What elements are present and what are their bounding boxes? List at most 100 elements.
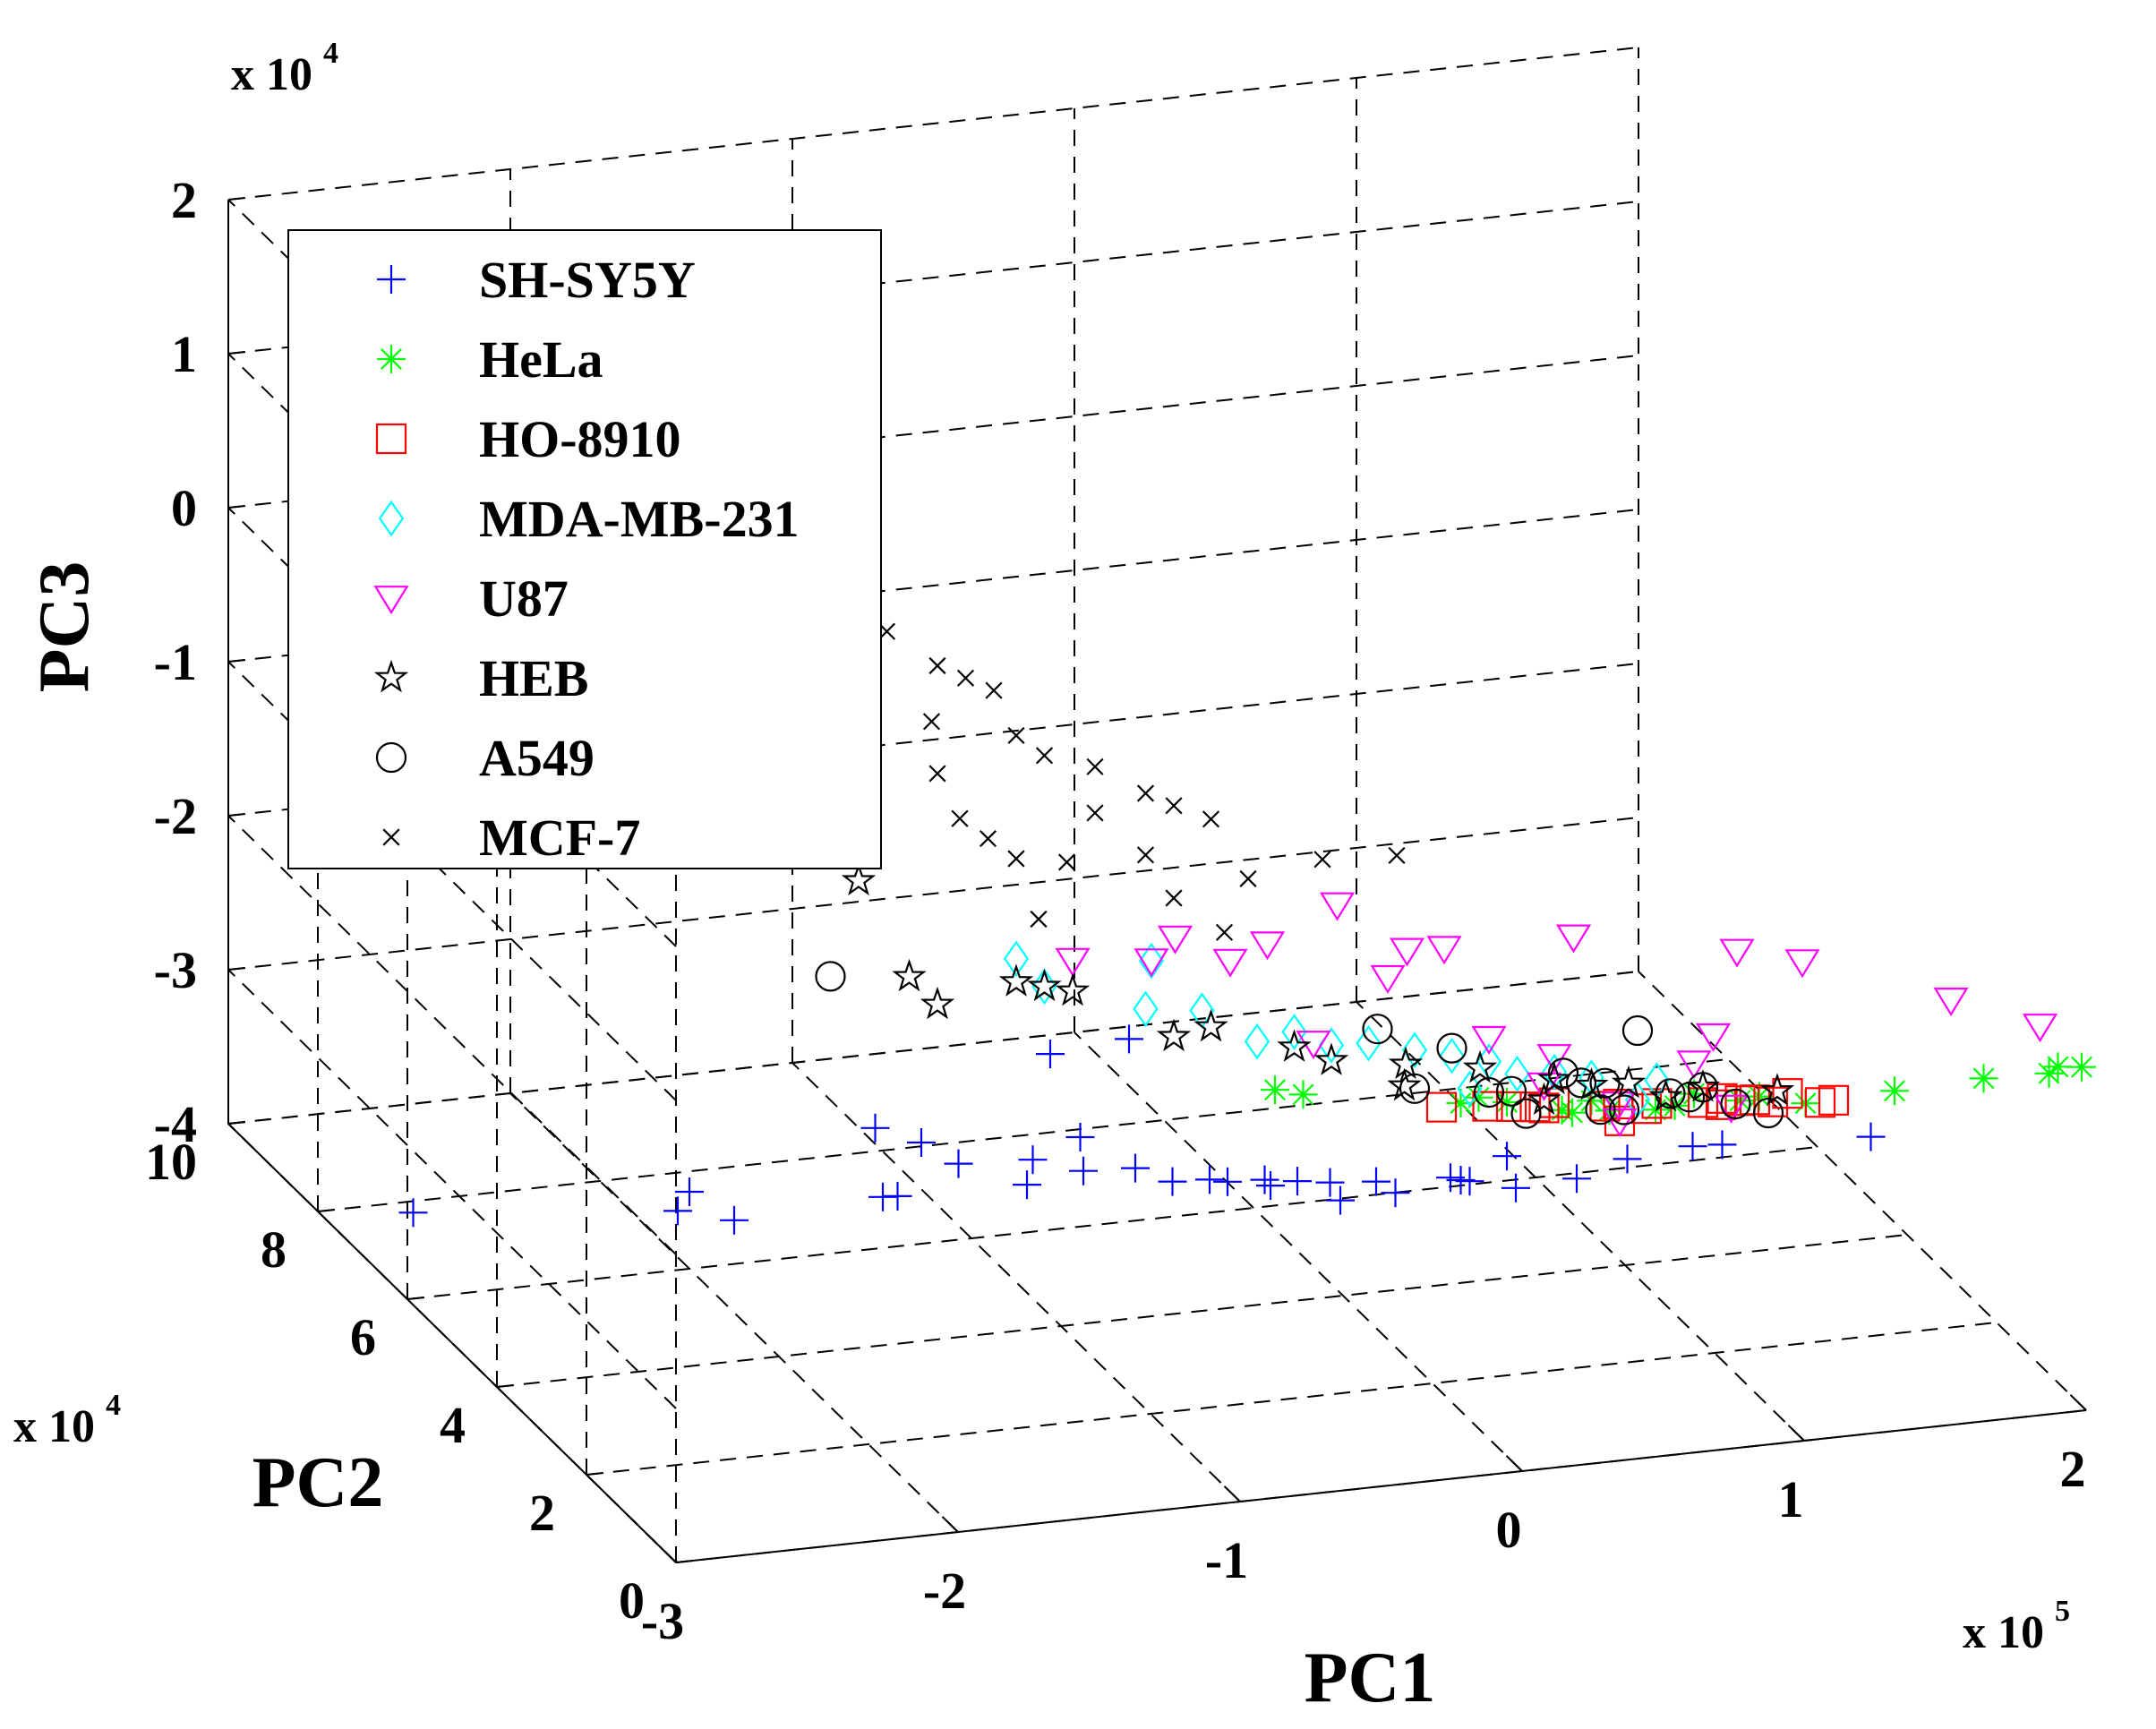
point-mda-mb-231	[1504, 1056, 1530, 1092]
y-tick-mark	[406, 1296, 425, 1300]
y-tick-mark	[586, 1471, 604, 1476]
point-sh-sy5y	[1121, 1153, 1150, 1183]
z-tick-label: -2	[154, 787, 197, 845]
point-hela	[1261, 1075, 1289, 1105]
point-u87	[1212, 948, 1248, 978]
point-heb	[1313, 1042, 1349, 1075]
point-heb	[1388, 1046, 1424, 1080]
point-heb	[1387, 1067, 1422, 1101]
point-sh-sy5y	[1436, 1163, 1465, 1193]
x-tick-label: 1	[1778, 1470, 1804, 1528]
point-a549	[1510, 1098, 1542, 1129]
point-sh-sy5y	[1455, 1167, 1484, 1196]
x-tick-label: -1	[1205, 1531, 1248, 1589]
point-u87	[1676, 1050, 1712, 1080]
point-hela	[2034, 1058, 2064, 1088]
point-sh-sy5y	[663, 1196, 692, 1226]
point-mda-mb-231	[1003, 940, 1030, 978]
point-heb	[1277, 1029, 1312, 1062]
point-sh-sy5y	[1381, 1178, 1410, 1208]
legend-marker-sh-sy5y	[377, 265, 406, 294]
point-mda-mb-231	[1138, 942, 1165, 980]
point-ho-8910	[1707, 1083, 1738, 1114]
point-a549	[1436, 1032, 1467, 1064]
x-scale-base: x 10	[1963, 1607, 2044, 1658]
point-a549	[1495, 1075, 1527, 1107]
point-sh-sy5y	[1326, 1185, 1355, 1215]
gridline-floor-y	[406, 1146, 1818, 1300]
x-tick-label: 2	[2060, 1440, 2086, 1498]
point-mcf-7	[1165, 797, 1183, 815]
point-sh-sy5y	[860, 1113, 890, 1143]
y-scale-label: x 10 4	[13, 1389, 121, 1452]
point-u87	[1602, 1108, 1638, 1137]
point-mcf-7	[1202, 810, 1220, 828]
point-sh-sy5y	[1613, 1144, 1642, 1174]
z-tick-label: 0	[171, 479, 197, 537]
point-u87	[1719, 938, 1755, 968]
point-sh-sy5y	[1315, 1168, 1345, 1197]
point-sh-sy5y	[398, 1198, 428, 1228]
point-mcf-7	[1035, 747, 1054, 765]
point-mcf-7	[985, 681, 1003, 699]
x-tick-label: -3	[641, 1592, 684, 1650]
point-hela	[1641, 1095, 1670, 1125]
point-hela	[2043, 1052, 2073, 1082]
point-sh-sy5y	[1856, 1122, 1886, 1151]
x-axis-title: PC1	[1305, 1639, 1436, 1717]
point-heb	[920, 986, 955, 1020]
point-sh-sy5y	[883, 1181, 912, 1211]
z-tick-label: -1	[154, 633, 197, 691]
point-heb	[1156, 1018, 1192, 1052]
y-tick-mark	[317, 1208, 336, 1212]
gridline-floor-y	[586, 1322, 1998, 1476]
y-tick-label: 8	[261, 1220, 287, 1279]
legend-marker-u87	[373, 586, 409, 615]
gridline-floor-x	[1638, 971, 2087, 1411]
point-a549	[1362, 1014, 1393, 1045]
point-heb	[1527, 1082, 1561, 1116]
gridline-floor-y	[496, 1234, 1908, 1388]
point-sh-sy5y	[1158, 1167, 1187, 1196]
point-mcf-7	[1007, 726, 1025, 744]
point-mcf-7	[951, 809, 969, 827]
gridline-floor-x	[1074, 1031, 1523, 1472]
y-axis-title: PC2	[252, 1443, 384, 1522]
y-scale-exponent: 4	[106, 1389, 121, 1422]
point-ho-8910	[1425, 1091, 1458, 1123]
gridline-yz-wall-horizontal	[227, 969, 677, 1409]
point-ho-8910	[1687, 1087, 1719, 1118]
data-points	[398, 439, 2096, 1235]
z-tick-mark	[227, 658, 246, 663]
point-mcf-7	[922, 713, 941, 731]
point-mcf-7	[979, 830, 997, 848]
point-a549	[1585, 1094, 1616, 1126]
z-tick-label: 2	[171, 171, 197, 229]
point-sh-sy5y	[1213, 1167, 1242, 1196]
point-mda-mb-231	[1541, 1053, 1568, 1091]
point-mcf-7	[1313, 851, 1331, 869]
gridline-yz-wall-horizontal	[227, 815, 677, 1255]
point-u87	[1157, 925, 1194, 954]
point-sh-sy5y	[944, 1149, 973, 1178]
point-u87	[2022, 1014, 2058, 1043]
gridline-floor-x	[509, 1092, 959, 1533]
point-mda-mb-231	[1133, 990, 1159, 1028]
point-ho-8910	[1804, 1087, 1836, 1118]
point-a549	[1608, 1094, 1640, 1126]
z-tick-mark	[227, 1120, 246, 1125]
axes	[227, 196, 2087, 1563]
point-heb	[841, 862, 877, 896]
point-heb	[1462, 1049, 1498, 1083]
gridline-xz-wall-horizontal	[227, 509, 1639, 663]
point-a549	[1720, 1088, 1751, 1120]
z-tick-mark	[227, 966, 246, 971]
point-sh-sy5y	[1502, 1173, 1530, 1203]
point-sh-sy5y	[675, 1177, 704, 1206]
z-tick-mark	[227, 504, 246, 509]
point-mcf-7	[928, 765, 946, 783]
x-tick-mark	[659, 1546, 677, 1563]
point-mcf-7	[1030, 910, 1048, 929]
point-u87	[1055, 947, 1091, 977]
